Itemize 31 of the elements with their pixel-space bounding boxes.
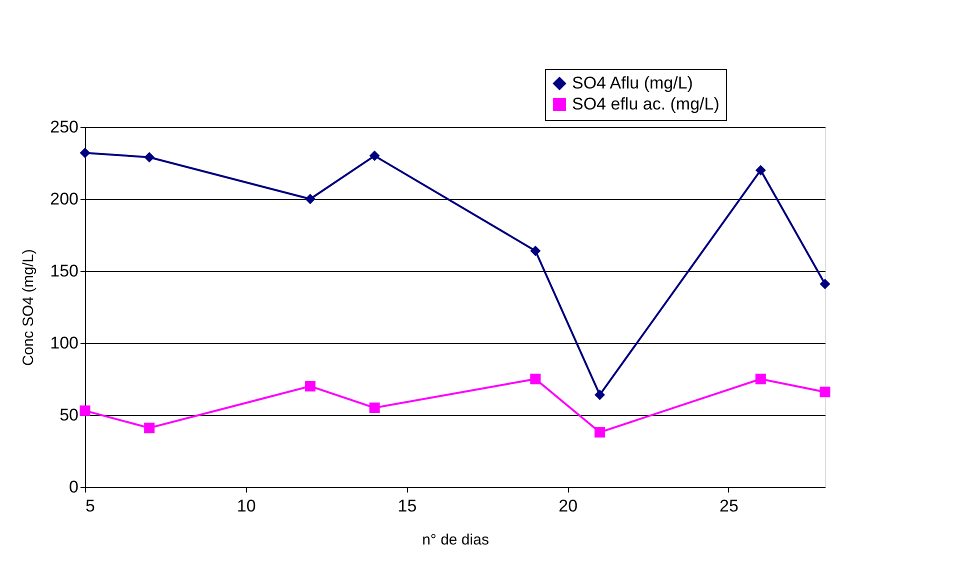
y-axis-title: Conc SO4 (mg/L) (20, 249, 38, 366)
point (144, 422, 155, 434)
point (80, 148, 90, 158)
y-tick-label: 250 (50, 118, 78, 136)
point (369, 150, 380, 162)
y-tick-label: 150 (50, 262, 78, 280)
x-tick-label: 10 (236, 496, 256, 516)
point (144, 152, 155, 162)
y-tick-label: 200 (50, 190, 78, 208)
x-tick-label: 5 (86, 496, 95, 516)
y-tick-label: 50 (60, 406, 78, 424)
point (755, 164, 766, 176)
point (80, 405, 90, 416)
point (304, 380, 316, 392)
point (304, 194, 316, 204)
x-tick-label: 20 (558, 496, 578, 516)
x-tick-label: 25 (720, 496, 738, 516)
legend-label: SO4 Aflu (mg/L) (572, 74, 693, 92)
point (594, 427, 606, 438)
x-axis-title: n° de dias (422, 532, 489, 548)
point (820, 278, 830, 290)
point (369, 402, 380, 414)
point (755, 374, 766, 384)
y-tick-label: 0 (69, 478, 78, 496)
point (594, 390, 606, 400)
x-tick-label: 15 (398, 496, 417, 516)
point (820, 386, 830, 398)
point (530, 374, 541, 384)
y-tick-label: 100 (50, 334, 78, 352)
point (530, 246, 541, 256)
legend-label: SO4 eflu ac. (mg/L) (572, 94, 720, 114)
